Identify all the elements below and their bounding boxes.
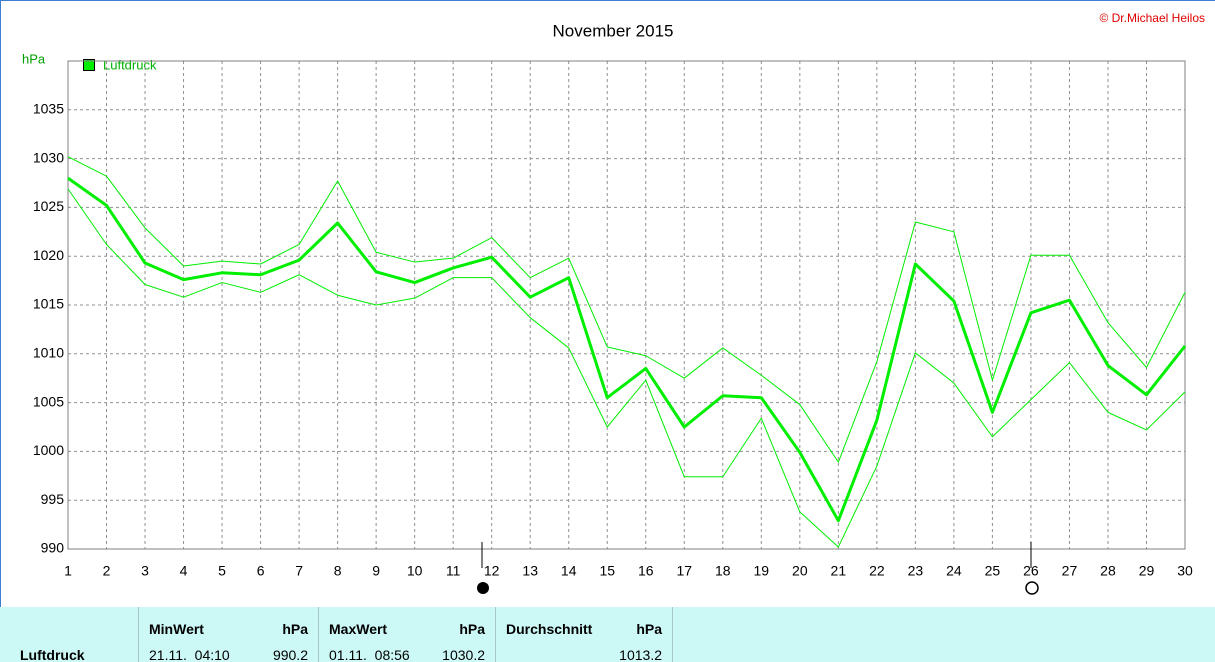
column-header: Durchschnitt (506, 621, 593, 637)
x-tick-label: 30 (1177, 563, 1193, 579)
x-tick-label: 26 (1023, 563, 1039, 579)
x-tick-label: 28 (1100, 563, 1116, 579)
table-cell: MaxWert hPa 01.11. 08:56 1030.2 (318, 607, 495, 662)
y-tick-label: 1030 (33, 149, 64, 165)
x-tick-label: 18 (715, 563, 731, 579)
column-unit: hPa (636, 621, 662, 637)
summary-table: Luftdruck MinWert hPa 21.11. 04:10 990.2… (0, 607, 1215, 662)
series-line (67, 156, 1186, 463)
x-tick-label: 4 (180, 563, 188, 579)
time: 21.11. 04:10 (149, 647, 230, 662)
legend-swatch (83, 59, 95, 71)
x-tick-label: 1 (64, 563, 72, 579)
y-tick-label: 1035 (33, 101, 64, 117)
x-tick-label: 16 (638, 563, 654, 579)
x-tick-label: 23 (908, 563, 924, 579)
x-tick-label: 7 (295, 563, 303, 579)
y-tick-label: 990 (41, 540, 65, 556)
x-tick-label: 15 (599, 563, 615, 579)
x-tick-label: 20 (792, 563, 808, 579)
column-header: MinWert (149, 621, 204, 637)
x-tick-label: 27 (1062, 563, 1078, 579)
y-tick-label: 1015 (33, 296, 64, 312)
x-tick-label: 17 (676, 563, 692, 579)
new-moon-icon (477, 582, 489, 594)
x-tick-label: 3 (141, 563, 149, 579)
legend-label: Luftdruck (103, 57, 157, 72)
y-axis-label: hPa (22, 51, 46, 66)
x-tick-label: 25 (985, 563, 1001, 579)
table-cell: MinWert hPa 21.11. 04:10 990.2 (138, 607, 318, 662)
time: 01.11. 08:56 (329, 647, 410, 662)
series-line (67, 188, 1186, 548)
x-tick-label: 13 (522, 563, 538, 579)
chart: November 2015 © Dr.Michael Heilos hPa Lu… (0, 0, 1215, 607)
table-cell: Durchschnitt hPa 1013.2 (495, 607, 673, 662)
x-tick-label: 22 (869, 563, 885, 579)
y-tick-label: 1005 (33, 393, 64, 409)
lines (67, 156, 1187, 548)
value: 990.2 (272, 647, 308, 662)
x-tick-label: 8 (334, 563, 342, 579)
x-tick-label: 2 (103, 563, 111, 579)
x-tick-label: 19 (754, 563, 770, 579)
column-header: MaxWert (329, 621, 388, 637)
plot-frame (67, 60, 1186, 550)
x-tick-label: 9 (372, 563, 380, 579)
copyright: © Dr.Michael Heilos (1099, 11, 1205, 25)
x-tick-label: 21 (831, 563, 847, 579)
y-tick-label: 1025 (33, 198, 64, 214)
column-unit: hPa (282, 621, 308, 637)
value: 1013.2 (619, 647, 662, 662)
full-moon-icon (1025, 581, 1039, 595)
y-tick-label: 1020 (33, 247, 64, 263)
x-tick-label: 11 (446, 563, 461, 579)
x-tick-label: 24 (946, 563, 962, 579)
row-label: Luftdruck (20, 647, 85, 662)
y-tick-label: 1000 (33, 442, 64, 458)
x-tick-label: 6 (257, 563, 265, 579)
legend: Luftdruck (83, 57, 157, 72)
grid (67, 61, 1186, 550)
x-tick-label: 29 (1139, 563, 1155, 579)
y-tick-label: 995 (41, 491, 65, 507)
y-tick-label: 1010 (33, 345, 64, 361)
series-line (67, 176, 1187, 523)
x-tick-label: 10 (407, 563, 423, 579)
x-tick-label: 14 (561, 563, 577, 579)
x-tick-label: 5 (218, 563, 226, 579)
chart-title: November 2015 (553, 21, 674, 40)
x-tick-label: 12 (484, 563, 500, 579)
value: 1030.2 (442, 647, 485, 662)
column-unit: hPa (459, 621, 485, 637)
